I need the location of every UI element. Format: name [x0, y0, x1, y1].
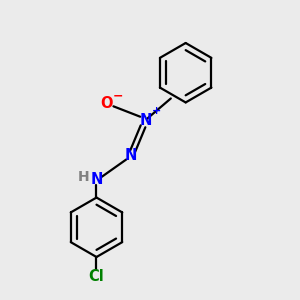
Text: +: +	[152, 106, 161, 116]
Text: Cl: Cl	[88, 269, 104, 284]
Text: N: N	[124, 148, 137, 164]
Text: O: O	[101, 96, 113, 111]
Text: −: −	[113, 89, 123, 102]
Text: N: N	[140, 113, 152, 128]
Text: H: H	[78, 170, 90, 184]
Text: N: N	[90, 172, 103, 187]
